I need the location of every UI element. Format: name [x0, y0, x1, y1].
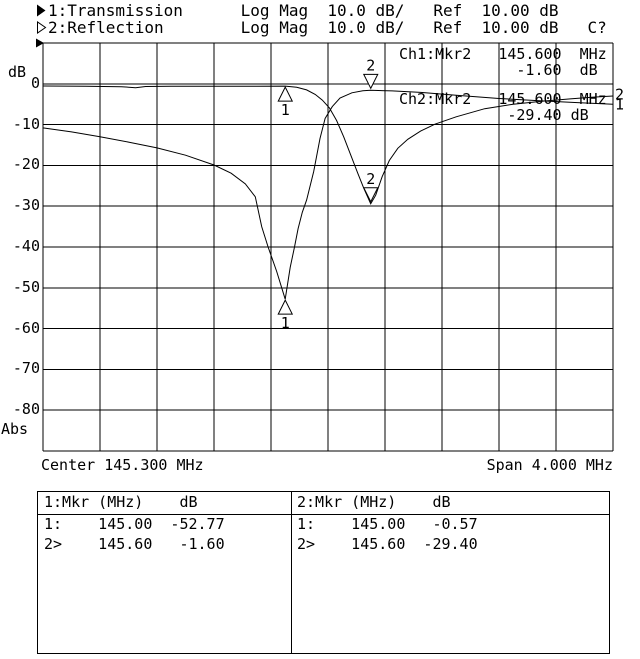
ch2-marker-readout-value: -29.40 dB	[399, 106, 589, 124]
y-axis-bottom-label: Abs	[1, 420, 29, 438]
marker-table-divider	[291, 491, 292, 654]
marker-table-ch2-row1: 1: 145.00 -0.57	[297, 515, 478, 533]
ch2-marker-readout-freq: Ch2:Mkr2 145.600 MHz	[399, 90, 607, 108]
marker1-ch2-triangle-icon	[277, 86, 294, 102]
active-channel-icon	[37, 4, 46, 17]
marker2-ch2-label: 2	[366, 170, 375, 188]
y-axis-unit-label: dB	[8, 63, 27, 81]
marker-table-header-rule	[37, 514, 610, 515]
y-tick-label: -60	[12, 318, 40, 337]
grid-lines	[42, 42, 614, 452]
y-tick-label: -80	[12, 400, 40, 419]
inactive-channel-icon	[37, 21, 47, 34]
trace2-end-label: 2	[615, 86, 624, 104]
y-tick-label: 0	[30, 73, 40, 92]
ch1-marker-readout-freq: Ch1:Mkr2 145.600 MHz	[399, 45, 607, 63]
y-tick-label: -30	[12, 196, 40, 215]
marker2-ch1-triangle-icon	[362, 73, 379, 90]
marker-table-box	[37, 491, 610, 654]
channel1-settings-line: 1:Transmission Log Mag 10.0 dB/ Ref 10.0…	[48, 1, 559, 20]
marker-table-ch1-row1: 1: 145.00 -52.77	[44, 515, 225, 533]
trace-end-labels: 21	[615, 86, 624, 114]
channel2-settings-line: 2:Reflection Log Mag 10.0 dB/ Ref 10.00 …	[48, 18, 607, 37]
trace-markers: 1 2 1 2	[277, 56, 379, 332]
marker2-ch1-label: 2	[366, 56, 375, 74]
ch1-marker-readout-value: -1.60 dB	[399, 61, 598, 79]
ref-level-arrow-icon	[36, 38, 44, 48]
center-frequency-label: Center 145.300 MHz	[41, 456, 204, 474]
y-tick-label: -70	[12, 359, 40, 378]
marker-table-ch2-header: 2:Mkr (MHz) dB	[297, 493, 451, 511]
y-tick-label: -50	[12, 277, 40, 296]
marker2-ch2-triangle-icon	[362, 187, 379, 203]
marker1-ch1-triangle-icon	[277, 298, 294, 315]
y-tick-label: -10	[12, 114, 40, 133]
span-label: Span 4.000 MHz	[486, 456, 613, 474]
marker1-ch1-label: 1	[281, 314, 290, 332]
trace-reflection	[42, 85, 614, 205]
trace-transmission	[42, 89, 614, 300]
marker-table-ch2-row2: 2> 145.60 -29.40	[297, 535, 478, 553]
marker1-ch2-label: 1	[281, 101, 290, 119]
traces	[42, 85, 614, 300]
y-tick-label: -40	[12, 237, 40, 255]
y-tick-label: -20	[12, 155, 40, 174]
trace1-end-label: 1	[615, 95, 624, 113]
marker-table-ch1-header: 1:Mkr (MHz) dB	[44, 493, 198, 511]
marker-table-ch1-row2: 2> 145.60 -1.60	[44, 535, 225, 553]
